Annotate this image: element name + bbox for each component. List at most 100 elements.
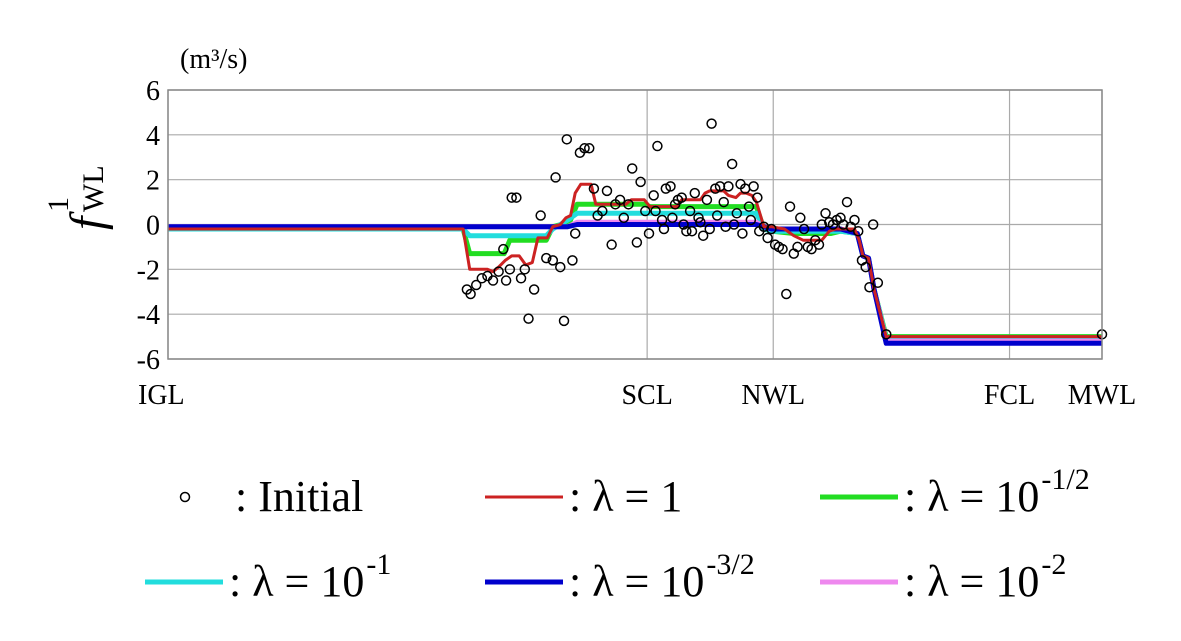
data-point [752, 192, 763, 203]
data-point [781, 288, 792, 300]
data-point [588, 183, 600, 194]
series-line [168, 210, 1102, 342]
data-point [745, 214, 757, 226]
data-point [618, 212, 630, 224]
data-point [792, 241, 803, 253]
legend-label: : λ = 10 [229, 557, 364, 606]
data-point [583, 143, 595, 154]
data-point [731, 208, 743, 219]
y-tick-labels: 6 4 2 0 -2 -4 -6 [137, 76, 160, 376]
legend-exponent: -1/2 [1041, 463, 1089, 496]
data-point [652, 140, 663, 152]
data-point [519, 264, 531, 275]
data-point [558, 315, 570, 327]
data-point [601, 185, 613, 197]
data-point [728, 219, 740, 230]
data-point [650, 205, 661, 217]
data-point [623, 199, 634, 210]
data-point [695, 217, 706, 228]
data-point [541, 252, 552, 264]
data-point [579, 143, 590, 154]
data-point [523, 313, 534, 324]
data-point [504, 264, 516, 275]
data-point [550, 172, 561, 183]
data-point [864, 282, 875, 293]
data-point [723, 181, 734, 192]
data-point [743, 201, 755, 212]
data-point [667, 212, 678, 224]
data-point [872, 277, 884, 289]
data-point [880, 329, 892, 340]
legend-item: : Initial [179, 472, 363, 521]
x-tick-label: SCL [621, 380, 672, 411]
data-point [631, 237, 643, 248]
data-point [860, 261, 871, 273]
y-axis-label-superscript: 1 [42, 197, 75, 212]
y-tick-label: 0 [146, 211, 160, 242]
data-point [614, 194, 626, 206]
data-point [784, 201, 796, 212]
legend-label: : Initial [235, 472, 363, 521]
y-tick-label: 2 [146, 166, 160, 197]
y-tick-label: -4 [137, 300, 160, 331]
legend-item: : λ = 10 -1 [145, 548, 391, 606]
data-point [704, 223, 715, 235]
legend-item: : λ = 1 [485, 472, 682, 521]
x-tick-labels: IGL SCL NWL FCL MWL [138, 380, 1136, 411]
data-point [806, 243, 817, 255]
y-tick-label: -2 [137, 255, 160, 286]
data-point [465, 288, 476, 300]
data-point [511, 192, 522, 203]
data-point [561, 134, 573, 145]
y-tick-label: -6 [137, 345, 160, 376]
data-point [506, 192, 517, 203]
data-point [487, 275, 499, 286]
data-point [648, 190, 659, 201]
legend: : Initial : λ = 1 : λ = 10 -1/2 : λ = 10 -1 : … [145, 463, 1090, 606]
data-point [555, 261, 566, 273]
data-point [681, 225, 692, 237]
data-point [665, 181, 676, 192]
x-tick-label: IGL [138, 380, 185, 411]
legend-exponent: -2 [1041, 548, 1066, 581]
legend-label: : λ = 1 [569, 472, 682, 521]
data-point [748, 181, 759, 192]
data-point [852, 225, 864, 237]
data-point [849, 214, 860, 226]
legend-exponent: -1 [366, 548, 391, 581]
y-axis-label-subscript: WL [77, 165, 110, 212]
data-point [813, 239, 825, 250]
data-point [606, 239, 617, 250]
data-point [547, 255, 559, 266]
data-point [470, 279, 482, 291]
data-point [697, 230, 709, 241]
series-line [168, 219, 1102, 344]
data-point [841, 196, 853, 208]
legend-exponent: -3/2 [706, 548, 754, 581]
data-point [569, 228, 581, 239]
y-axis-label-main: f [61, 211, 114, 230]
data-point [635, 176, 646, 188]
data-point [676, 192, 687, 203]
x-tick-label: MWL [1068, 380, 1136, 411]
unit-label: (m³/s) [180, 44, 248, 75]
data-point [711, 210, 723, 221]
legend-item: : λ = 10 -3/2 [485, 548, 755, 606]
data-point [798, 223, 810, 235]
data-point [515, 273, 527, 284]
series-line [168, 222, 1102, 346]
data-point [476, 273, 488, 284]
x-tick-label: NWL [741, 380, 805, 411]
data-point [678, 219, 689, 230]
data-point [597, 205, 608, 217]
data-point [701, 194, 713, 206]
data-point [658, 223, 670, 235]
x-tick-label: FCL [984, 380, 1035, 411]
data-point [820, 208, 831, 219]
y-tick-label: 6 [146, 76, 160, 107]
legend-item: : λ = 10 -2 [820, 548, 1066, 606]
data-point [758, 221, 770, 232]
data-point [528, 284, 540, 295]
data-point [838, 219, 849, 230]
